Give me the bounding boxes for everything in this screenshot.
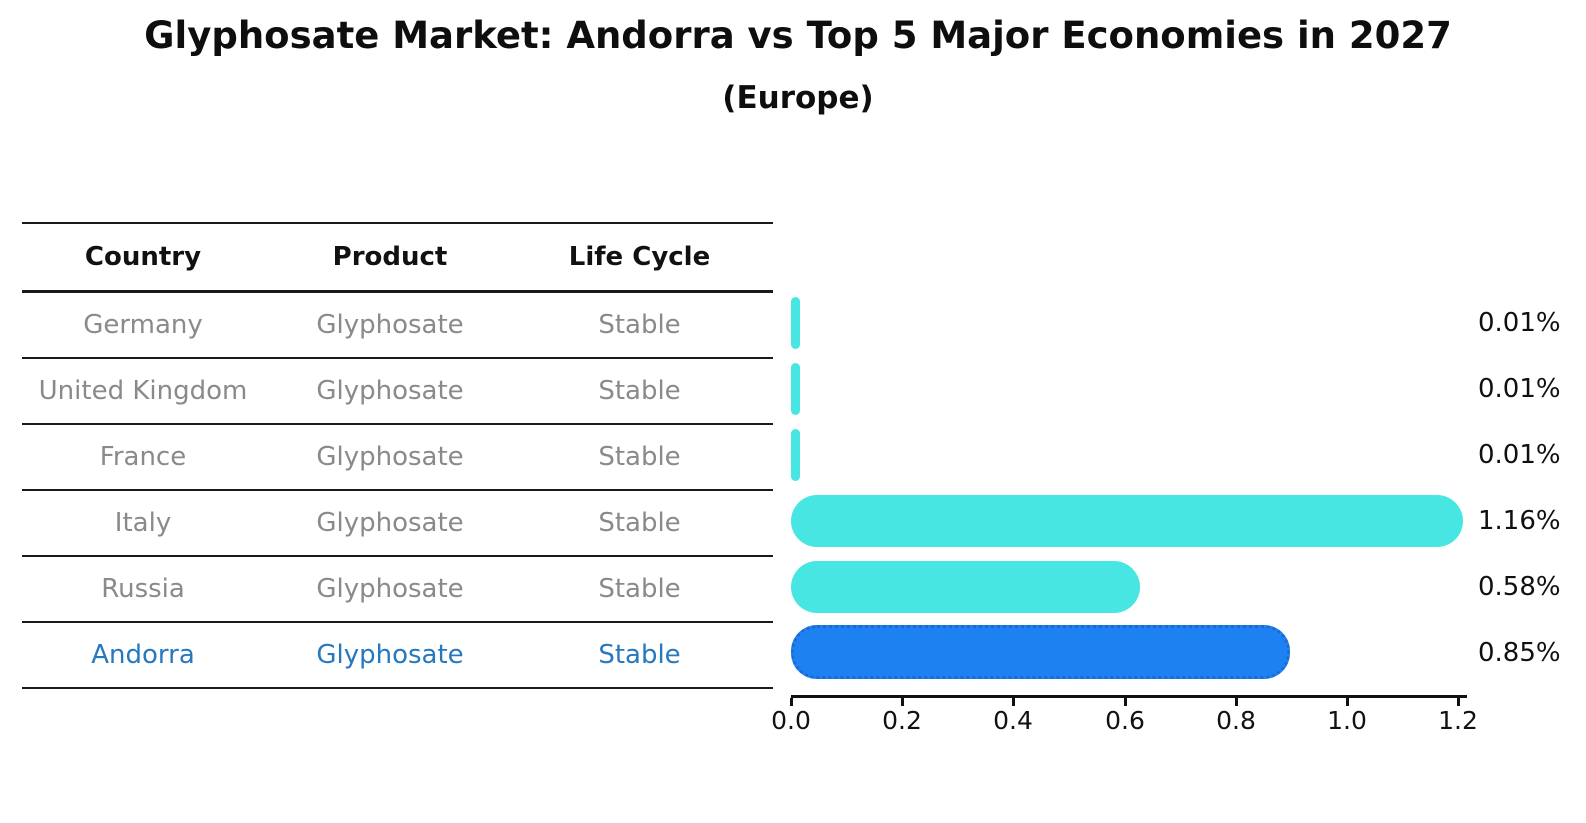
x-tick-label: 0.6 [1105,706,1145,735]
chart-title: Glyphosate Market: Andorra vs Top 5 Majo… [144,14,1452,57]
column-header-life-cycle: Life Cycle [568,242,711,272]
value-label: 0.85% [1478,638,1561,668]
table-row-highlighted: Andorra Glyphosate Stable [22,623,773,689]
product-cell: Glyphosate [316,508,464,538]
life-cycle-cell: Stable [598,310,681,340]
country-cell: United Kingdom [38,376,248,406]
value-label: 1.16% [1478,506,1561,536]
country-cell: Russia [101,574,185,604]
x-tick-label: 1.2 [1438,706,1478,735]
x-axis-tick [1346,698,1349,706]
column-header-product: Product [332,242,448,272]
x-axis-tick [1235,698,1238,706]
value-label: 0.01% [1478,308,1561,338]
country-cell: Italy [114,508,172,538]
table-header-row: Country Product Life Cycle [22,222,773,293]
product-cell: Glyphosate [316,574,464,604]
bar-russia [791,561,1140,613]
life-cycle-cell: Stable [598,376,681,406]
life-cycle-cell: Stable [598,508,681,538]
table-row: Germany Glyphosate Stable [22,293,773,359]
product-cell: Glyphosate [316,640,464,670]
x-axis-tick [1457,698,1460,706]
table-row: United Kingdom Glyphosate Stable [22,359,773,425]
chart-subtitle: (Europe) [722,80,874,116]
value-label: 0.01% [1478,374,1561,404]
bar-germany [791,297,800,349]
bar-united-kingdom [791,363,800,415]
x-axis-tick [790,698,793,706]
table-row: Italy Glyphosate Stable [22,491,773,557]
x-axis-tick [1124,698,1127,706]
bar-france [791,429,800,481]
bar-italy [791,495,1463,547]
life-cycle-cell: Stable [598,442,681,472]
table-row: France Glyphosate Stable [22,425,773,491]
x-axis-line [791,695,1467,698]
product-cell: Glyphosate [316,376,464,406]
x-tick-label: 1.0 [1327,706,1367,735]
column-header-country: Country [84,242,202,272]
life-cycle-cell: Stable [598,640,681,670]
country-cell: Andorra [91,640,195,670]
x-tick-label: 0.8 [1216,706,1256,735]
x-axis-tick [901,698,904,706]
country-cell: France [99,442,187,472]
value-label: 0.01% [1478,440,1561,470]
x-axis-tick [1012,698,1015,706]
x-tick-label: 0.0 [771,706,811,735]
bar-andorra [791,625,1290,679]
country-table: Country Product Life Cycle Germany Glyph… [22,222,773,689]
table-row: Russia Glyphosate Stable [22,557,773,623]
x-tick-label: 0.2 [882,706,922,735]
life-cycle-cell: Stable [598,574,681,604]
product-cell: Glyphosate [316,310,464,340]
x-tick-label: 0.4 [993,706,1033,735]
value-label: 0.58% [1478,572,1561,602]
product-cell: Glyphosate [316,442,464,472]
country-cell: Germany [83,310,203,340]
